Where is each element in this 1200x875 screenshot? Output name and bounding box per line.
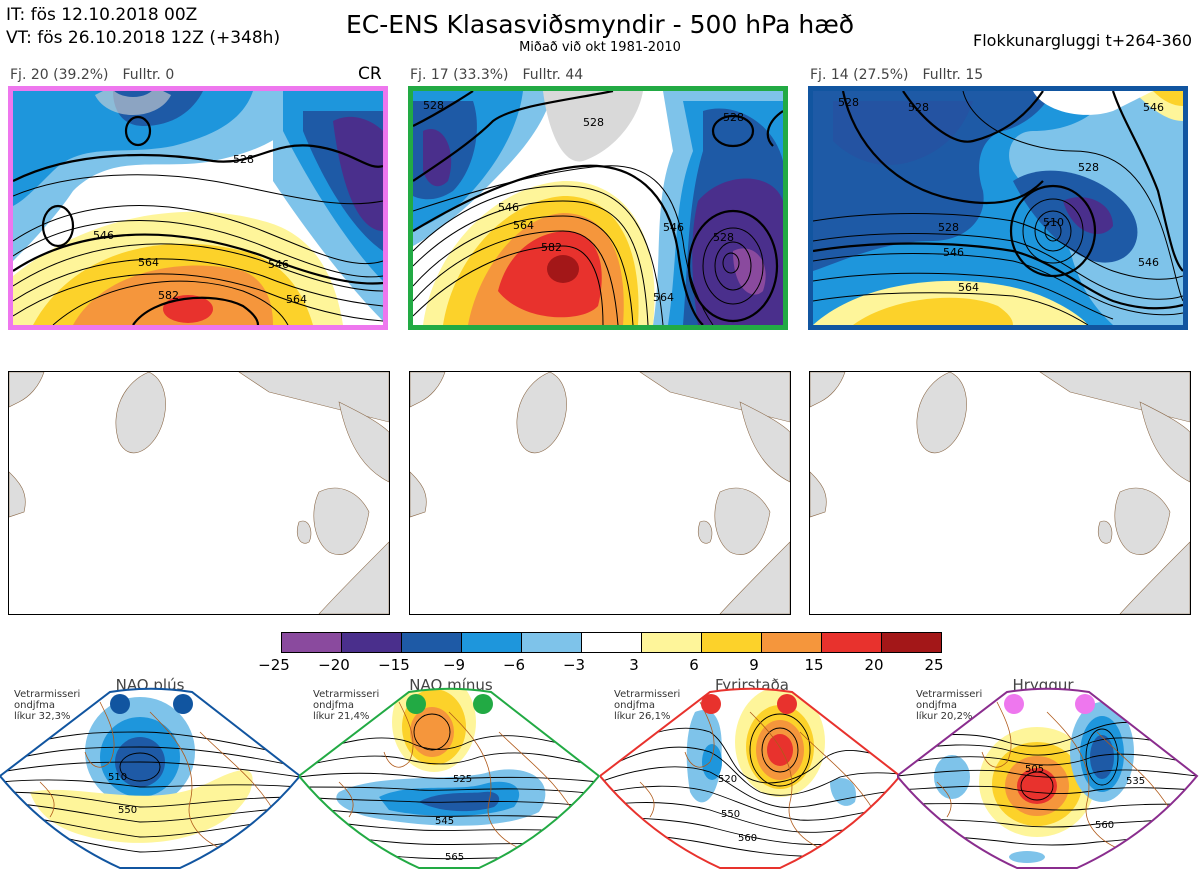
regime-contour: 545 xyxy=(435,816,454,827)
valid-time: VT: fös 26.10.2018 12Z (+348h) xyxy=(6,28,281,48)
regime-2-prob: Vetrarmisseri ondjfma líkur 21,4% xyxy=(313,689,380,722)
colorbar-tick: 9 xyxy=(749,656,759,674)
contour-label: 564 xyxy=(958,281,979,294)
regime-1-prob: Vetrarmisseri ondjfma líkur 32,3% xyxy=(14,689,81,722)
contour-label: 546 xyxy=(943,246,964,259)
colorbar-tick: 20 xyxy=(864,656,884,674)
colorbar-cell xyxy=(461,632,522,653)
colorbar-cell xyxy=(521,632,582,653)
page-title: EC-ENS Klasasviðsmyndir - 500 hPa hæð xyxy=(345,10,855,39)
regime-4-prob: Vetrarmisseri ondjfma líkur 20,2% xyxy=(916,689,983,722)
cluster-3-map: 528 528 546 528 546 510 528 546 564 xyxy=(808,86,1188,330)
cluster-1-control: Fulltr. 0 xyxy=(122,67,175,83)
contour-label: 546 xyxy=(93,229,114,242)
regime-3-prob: Vetrarmisseri ondjfma líkur 26,1% xyxy=(614,689,681,722)
cluster-2-name: Fj. 17 (33.3%) xyxy=(410,67,509,83)
contour-label: 528 xyxy=(233,153,254,166)
cluster-1-name: Fj. 20 (39.2%) xyxy=(10,67,109,83)
cluster-1-label: Fj. 20 (39.2%) Fulltr. 0 xyxy=(10,67,188,83)
contour-label: 546 xyxy=(663,221,684,234)
contour-label: 564 xyxy=(138,256,159,269)
colorbar xyxy=(281,632,943,658)
regime-2-map: 525 545 565 xyxy=(297,672,601,875)
regime-4-map: 505 535 560 xyxy=(895,672,1199,875)
colorbar-cell xyxy=(581,632,642,653)
colorbar-tick: 6 xyxy=(689,656,699,674)
contour-label: 510 xyxy=(1043,216,1064,229)
colorbar-tick: −9 xyxy=(442,656,466,674)
colorbar-cell xyxy=(401,632,462,653)
contour-label: 528 xyxy=(583,116,604,129)
colorbar-tick: 3 xyxy=(629,656,639,674)
colorbar-tick: −25 xyxy=(258,656,290,674)
contour-label: 528 xyxy=(423,99,444,112)
base-map-1 xyxy=(8,371,390,615)
regime-contour: 510 xyxy=(108,772,127,783)
regime-contour: 560 xyxy=(1095,820,1114,831)
contour-label: 582 xyxy=(158,289,179,302)
contour-label: 528 xyxy=(908,101,929,114)
header-left: IT: fös 12.10.2018 00Z VT: fös 26.10.201… xyxy=(6,4,280,50)
cluster-2-map: 528 528 546 564 582 546 528 528 564 xyxy=(408,86,788,330)
colorbar-tick: −20 xyxy=(318,656,350,674)
cluster-window: Flokkunargluggi t+264-360 xyxy=(973,31,1192,50)
regime-3-map: 520 550 560 xyxy=(598,672,902,875)
regime-contour: 535 xyxy=(1126,776,1145,787)
base-map-2 xyxy=(409,371,791,615)
regime-contour: 525 xyxy=(453,774,472,785)
cluster-2-control: Fulltr. 44 xyxy=(522,67,584,83)
cluster-1-map: 528 546 564 582 546 564 xyxy=(8,86,388,330)
contour-label: 528 xyxy=(723,111,744,124)
colorbar-cell xyxy=(881,632,942,653)
cluster-2-label: Fj. 17 (33.3%) Fulltr. 44 xyxy=(410,67,597,83)
contour-label: 528 xyxy=(1078,161,1099,174)
colorbar-cell xyxy=(701,632,762,653)
cluster-3-name: Fj. 14 (27.5%) xyxy=(810,67,909,83)
regime-1-map: 510 550 xyxy=(0,672,302,875)
contour-label: 528 xyxy=(713,231,734,244)
regime-contour: 520 xyxy=(718,774,737,785)
page-subtitle: Miðað við okt 1981-2010 xyxy=(519,40,681,55)
colorbar-cell xyxy=(761,632,822,653)
colorbar-tick: −3 xyxy=(562,656,586,674)
cluster-3-control: Fulltr. 15 xyxy=(922,67,984,83)
contour-label: 528 xyxy=(838,96,859,109)
contour-label: 546 xyxy=(498,201,519,214)
colorbar-tick: 25 xyxy=(924,656,944,674)
colorbar-cell xyxy=(341,632,402,653)
contour-label: 564 xyxy=(513,219,534,232)
contour-label: 546 xyxy=(1138,256,1159,269)
colorbar-cell xyxy=(821,632,882,653)
base-map-3 xyxy=(809,371,1191,615)
colorbar-tick: −15 xyxy=(378,656,410,674)
contour-label: 546 xyxy=(268,258,289,271)
cluster-1-tag: CR xyxy=(358,64,382,84)
regime-contour: 550 xyxy=(118,805,137,816)
colorbar-tick: −6 xyxy=(502,656,526,674)
regime-contour: 505 xyxy=(1025,764,1044,775)
regime-contour: 560 xyxy=(738,833,757,844)
regime-contour: 565 xyxy=(445,852,464,863)
cluster-3-label: Fj. 14 (27.5%) Fulltr. 15 xyxy=(810,67,997,83)
colorbar-tick: 15 xyxy=(804,656,824,674)
contour-label: 564 xyxy=(286,293,307,306)
colorbar-cell xyxy=(641,632,702,653)
init-time: IT: fös 12.10.2018 00Z xyxy=(6,5,198,25)
regime-contour: 550 xyxy=(721,809,740,820)
contour-label: 528 xyxy=(938,221,959,234)
contour-label: 546 xyxy=(1143,101,1164,114)
colorbar-cell xyxy=(281,632,342,653)
contour-label: 582 xyxy=(541,241,562,254)
contour-label: 564 xyxy=(653,291,674,304)
